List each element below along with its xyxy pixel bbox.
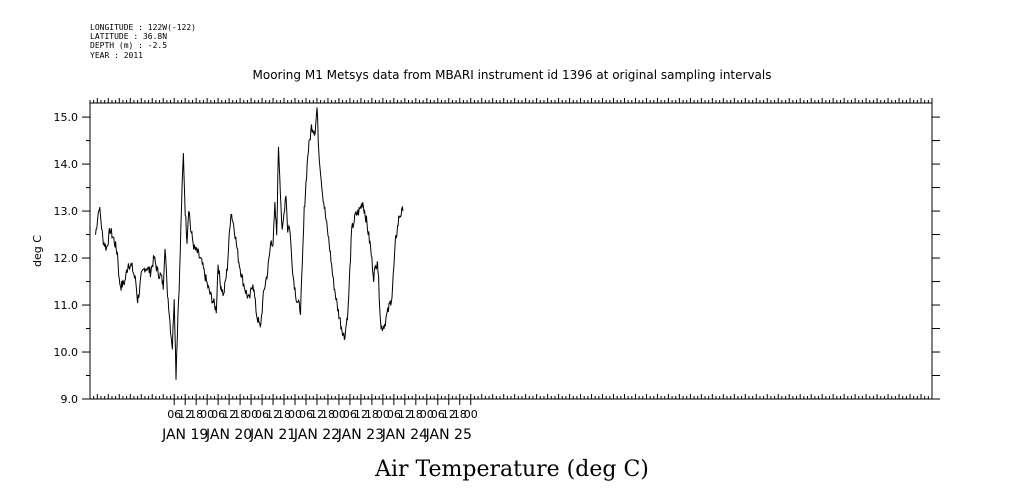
x-tick-label: 00 [244,408,258,421]
y-axis: 9.0 10.0 11.0 12.0 13.0 14.0 15.0 [54,111,90,406]
x-tick-label: 18 [321,408,335,421]
x-tick-label: 12 [354,408,368,421]
x-tick-label: 12 [442,408,456,421]
chart-title: Mooring M1 Metsys data from MBARI instru… [253,68,772,82]
y-tick-label: 10.0 [54,346,79,359]
x-tick-label: 18 [189,408,203,421]
x-tick-label: 18 [409,408,423,421]
x-tick-label: 00 [420,408,434,421]
x-tick-label: 12 [266,408,280,421]
x-tick-label: 18 [277,408,291,421]
longitude-text: LONGITUDE : 122W(-122) [90,23,196,32]
x-tick-label: 00 [288,408,302,421]
y-tick-label: 14.0 [54,158,79,171]
x-axis: 0612180006121800061218000612180006121800… [161,399,478,443]
x-day-label: JAN 21 [249,427,296,443]
plot-frame [89,102,933,400]
header-info: LONGITUDE : 122W(-122) LATITUDE : 36.8N … [90,23,196,60]
x-tick-label: 06 [299,408,313,421]
x-tick-label: 18 [453,408,467,421]
x-tick-label: 06 [431,408,445,421]
x-tick-label: 06 [255,408,269,421]
x-tick-label: 06 [387,408,401,421]
y-tick-label: 12.0 [54,252,79,265]
x-tick-label: 12 [178,408,192,421]
x-day-label: JAN 22 [293,427,340,443]
x-tick-label: 00 [464,408,478,421]
x-tick-label: 06 [211,408,225,421]
x-day-label: JAN 24 [381,427,428,443]
x-day-label: JAN 19 [161,427,208,443]
y-axis-label: deg C [31,235,44,267]
y-tick-label: 11.0 [54,299,79,312]
x-tick-label: 18 [233,408,247,421]
x-axis-title: Air Temperature (deg C) [374,457,649,482]
x-tick-label: 12 [222,408,236,421]
y-tick-label: 15.0 [54,111,79,124]
x-tick-label: 12 [310,408,324,421]
y-tick-label: 13.0 [54,205,79,218]
x-day-label: JAN 25 [425,427,472,443]
x-tick-label: 18 [365,408,379,421]
year-text: YEAR : 2011 [90,51,143,60]
x-tick-label: 00 [376,408,390,421]
latitude-text: LATITUDE : 36.8N [90,32,167,41]
x-tick-label: 06 [343,408,357,421]
minor-ticks [89,98,940,400]
x-tick-label: 00 [200,408,214,421]
y-tick-label: 9.0 [61,393,79,406]
x-tick-label: 00 [332,408,346,421]
x-tick-label: 12 [398,408,412,421]
x-day-label: JAN 20 [205,427,252,443]
series-line-air-temperature [95,107,404,380]
x-tick-label: 06 [167,408,181,421]
x-day-label: JAN 23 [337,427,384,443]
depth-text: DEPTH (m) : -2.5 [90,41,167,50]
